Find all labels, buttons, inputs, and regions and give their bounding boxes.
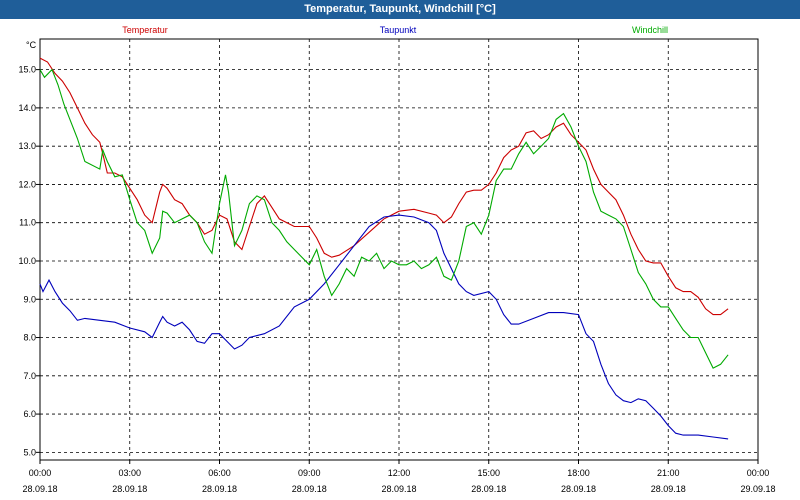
chart-plot: 5.0 6.0 7.0 8.0 9.0 10.0 11.0 12.0 13.0 14.0 15.0 0…	[0, 19, 800, 500]
x-tick-date: 28.09.18	[651, 484, 686, 494]
plot-frame	[39, 38, 759, 461]
x-tick-time: 03:00	[118, 468, 141, 478]
y-tick-label: 13.0	[18, 141, 36, 151]
y-tick-label: 7.0	[23, 371, 36, 381]
y-tick-label: 14.0	[18, 103, 36, 113]
x-tick-time: 09:00	[298, 468, 321, 478]
x-tick-date: 28.09.18	[112, 484, 147, 494]
y-tick-label: 10.0	[18, 256, 36, 266]
legend-temperatur: Temperatur	[122, 25, 168, 35]
x-tick-time: 12:00	[388, 468, 411, 478]
y-tick-label: 12.0	[18, 179, 36, 189]
y-tick-label: 6.0	[23, 409, 36, 419]
x-tick-date: 28.09.18	[561, 484, 596, 494]
x-tick-time: 21:00	[657, 468, 680, 478]
x-tick-time: 18:00	[567, 468, 590, 478]
y-tick-label: 11.0	[19, 218, 36, 228]
y-tick-label: 15.0	[18, 65, 36, 75]
legend-taupunkt: Taupunkt	[380, 25, 417, 35]
x-tick-date: 28.09.18	[292, 484, 327, 494]
y-tick-label: 9.0	[23, 294, 36, 304]
x-tick-date: 29.09.18	[740, 484, 775, 494]
series-line-windchill	[39, 68, 729, 369]
y-tick-label: 8.0	[23, 333, 36, 343]
x-tick-time: 00:00	[29, 468, 52, 478]
x-tick-date: 28.09.18	[381, 484, 416, 494]
x-tick-time: 06:00	[208, 468, 231, 478]
series-line-temperatur	[39, 57, 729, 316]
plot-background	[0, 19, 800, 500]
y-axis-unit: °C	[26, 40, 37, 50]
x-tick-time: 00:00	[747, 468, 770, 478]
x-tick-time: 15:00	[477, 468, 500, 478]
legend-windchill: Windchill	[632, 25, 668, 35]
x-tick-date: 28.09.18	[22, 484, 57, 494]
x-tick-date: 28.09.18	[471, 484, 506, 494]
window-title: Temperatur, Taupunkt, Windchill [°C]	[0, 0, 800, 19]
y-tick-label: 5.0	[23, 447, 36, 457]
x-tick-date: 28.09.18	[202, 484, 237, 494]
series-line-taupunkt	[39, 214, 729, 440]
